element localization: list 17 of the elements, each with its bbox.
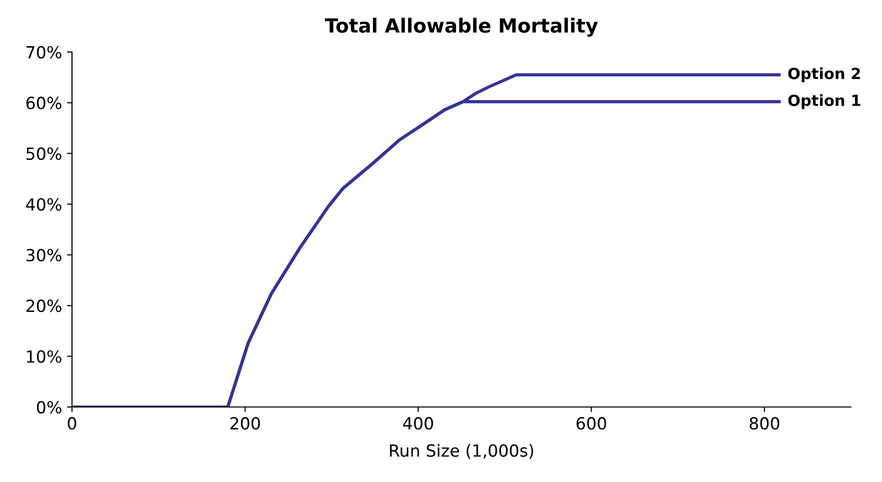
y-tick-label: 30% <box>26 248 62 262</box>
x-tick-label: 200 <box>230 417 260 430</box>
y-tick-label: 10% <box>27 350 62 363</box>
x-tick-label: 400 <box>403 417 434 430</box>
y-tick-label: 40% <box>26 198 62 211</box>
y-tick-label: 70% <box>26 46 62 59</box>
x-tick-label: 600 <box>576 417 606 430</box>
series-label: Option 1 <box>788 94 860 110</box>
y-tick-label: 20% <box>26 300 62 312</box>
x-tick-label: 0 <box>68 417 76 430</box>
y-tick-label: 0% <box>36 400 62 414</box>
x-tick-label: 800 <box>750 417 780 430</box>
x-axis-title: Run Size (1,000s) <box>390 444 534 459</box>
series-label: Option 2 <box>788 67 860 82</box>
y-tick-label: 50% <box>26 147 62 160</box>
y-tick-label: 60% <box>26 96 62 110</box>
chart-title: Total Allowable Mortality <box>324 18 598 37</box>
